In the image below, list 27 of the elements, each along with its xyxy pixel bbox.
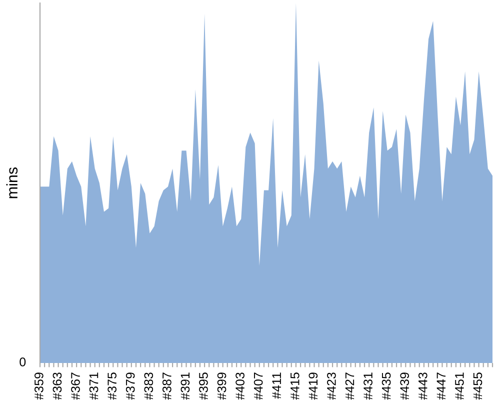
x-tick-label: #403 xyxy=(236,372,244,400)
x-tick-label: #391 xyxy=(180,372,190,400)
x-tick-label: #359 xyxy=(34,372,44,400)
x-tick-label: #375 xyxy=(108,372,116,400)
x-tick-label: #431 xyxy=(364,372,372,400)
x-tick-label: #387 xyxy=(162,372,172,400)
x-tick-label: #415 xyxy=(290,372,300,400)
x-tick-label: #371 xyxy=(89,372,98,400)
x-tick-label: #439 xyxy=(400,372,410,400)
x-tick-label: #435 xyxy=(382,372,391,400)
x-tick-label: #455 xyxy=(473,372,482,400)
y-axis-title: mins xyxy=(6,167,18,198)
x-tick-label: #407 xyxy=(254,372,263,400)
x-tick-label: #399 xyxy=(217,372,226,400)
x-tick-label: #427 xyxy=(345,372,354,400)
x-tick-label: #419 xyxy=(308,372,318,400)
x-tick-label: #423 xyxy=(327,372,336,400)
x-tick-label: #451 xyxy=(455,372,464,400)
x-tick-label: #395 xyxy=(199,372,208,400)
x-tick-label: #367 xyxy=(71,372,80,400)
x-tick-label: #443 xyxy=(418,372,428,400)
x-tick-label: #411 xyxy=(272,372,281,399)
text: 0 xyxy=(20,358,26,366)
x-tick-label: #379 xyxy=(126,372,135,400)
x-tick-label: #383 xyxy=(144,372,154,400)
x-tick-label: #447 xyxy=(436,372,446,400)
x-tick-label: #363 xyxy=(52,372,62,400)
